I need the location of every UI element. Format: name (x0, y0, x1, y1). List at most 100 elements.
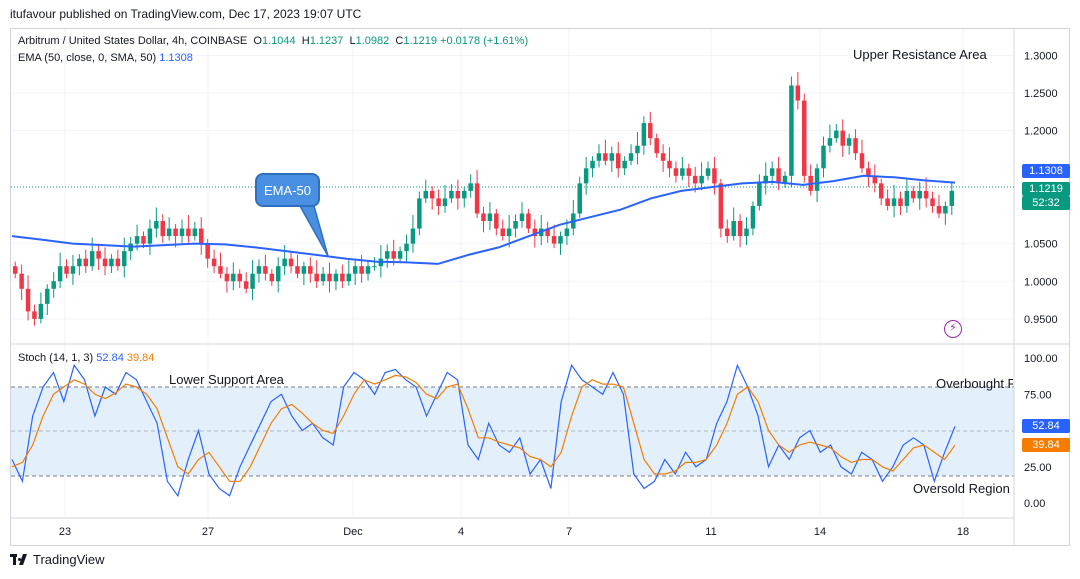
candle-body (635, 145, 640, 154)
candle-body (763, 175, 769, 184)
ema-50-line (11, 174, 956, 265)
candle-body (872, 175, 878, 184)
last-price-tag: 1.1219 (1022, 182, 1070, 196)
candle-body (211, 258, 217, 267)
candle-body (160, 221, 165, 237)
candle-body (134, 236, 140, 244)
candle-body (834, 130, 839, 139)
candle-body (288, 258, 294, 267)
time-tick-label: 4 (458, 526, 464, 538)
candle-body (455, 190, 461, 199)
stoch-tick-label: 75.00 (1024, 389, 1052, 401)
candle-body (231, 273, 236, 282)
chart-frame[interactable] (10, 28, 1070, 546)
legend-stoch-label: Stoch (14, 1, 3) (18, 352, 94, 364)
stoch-d-line (11, 374, 956, 482)
candle-body (776, 168, 781, 184)
candle-body (372, 266, 377, 268)
stoch-tick-label: 0.00 (1024, 498, 1045, 510)
candle-body (885, 198, 890, 206)
candle-body (911, 190, 916, 199)
price-axis: 1.3000 1.2500 1.2000 1.0500 1.0000 0.9500 100.… (1024, 50, 1058, 510)
ema-callout-pointer (298, 205, 329, 257)
candle-body (57, 266, 63, 282)
oversold-label: Oversold Region (913, 481, 1010, 496)
candle-body (577, 183, 582, 214)
tradingview-brand: TradingView (33, 552, 105, 567)
candle-body (859, 153, 865, 169)
candle-body (680, 168, 685, 176)
price-tick-label: 1.2500 (1024, 88, 1058, 100)
candle-body (417, 198, 422, 229)
candle-body (737, 221, 743, 237)
legend-stoch-row[interactable]: Stoch (14, 1, 3) 52.84 39.84 (18, 352, 154, 364)
candle-body (628, 153, 634, 161)
legend-change: +0.0178 (+1.61%) (440, 35, 529, 47)
candle-body (429, 190, 435, 199)
candle-body (782, 175, 788, 184)
candle-body (603, 153, 608, 161)
legend-ema-value: 1.1308 (159, 52, 193, 64)
candle-body (821, 145, 826, 169)
candle-body (45, 288, 50, 304)
candle-body (943, 205, 948, 214)
candle-body (346, 273, 352, 282)
candle-body (564, 228, 570, 237)
candle-body (660, 153, 666, 161)
candle-body (314, 273, 319, 282)
candle-body (449, 190, 454, 199)
legend-high: H1.1237 (301, 35, 344, 47)
tradingview-logo[interactable]: TradingView (10, 552, 105, 567)
candle-body (147, 228, 153, 244)
candle-body (590, 160, 595, 169)
candle-body (545, 228, 550, 237)
time-tick-label: 11 (705, 526, 716, 538)
candle-body (904, 190, 910, 206)
candle-body (789, 85, 794, 176)
candle-body (263, 266, 268, 274)
candle-body (320, 273, 326, 282)
candle-body (391, 251, 396, 259)
candle-body (365, 266, 371, 274)
candle-body (442, 198, 448, 206)
candle-body (917, 190, 922, 199)
candle-body (243, 281, 249, 289)
candle-body (237, 273, 242, 282)
candle-body (526, 213, 531, 229)
candle-body (295, 266, 300, 274)
candle-body (622, 160, 627, 169)
candle-body (487, 213, 493, 222)
candle-body (596, 153, 602, 161)
candle-body (340, 273, 345, 282)
candle-body (275, 266, 281, 282)
candle-body (96, 251, 101, 259)
candle-body (827, 138, 833, 146)
candle-body (77, 258, 82, 267)
candle-body (583, 168, 589, 184)
candle-body (352, 266, 358, 274)
candle-body (192, 228, 198, 237)
candle-body (468, 183, 473, 191)
publisher-line: itufavour published on TradingView.com, … (10, 7, 362, 21)
candle-body (179, 228, 185, 237)
candle-body (333, 273, 339, 282)
legend-ema-row[interactable]: EMA (50, close, 0, SMA, 50) 1.1308 (18, 52, 193, 64)
candle-body (506, 228, 512, 237)
price-tick-label: 1.2000 (1024, 126, 1058, 138)
time-tick-label: 27 (202, 526, 214, 538)
price-tick-label: 1.3000 (1024, 50, 1058, 62)
time-tick-label: 14 (814, 526, 826, 538)
candle-body (102, 258, 108, 267)
legend-symbol-row[interactable]: Arbitrum / United States Dollar, 4h, COI… (18, 35, 528, 47)
candle-body (686, 168, 692, 176)
candle-body (673, 168, 679, 176)
candle-body (64, 266, 69, 274)
candle-body (173, 228, 178, 237)
candle-body (109, 258, 114, 267)
candle-body (397, 251, 403, 259)
candle-body (744, 228, 749, 237)
candle-body (936, 205, 942, 214)
candle-body (667, 160, 672, 169)
flash-icon[interactable]: ⚡ (944, 320, 962, 338)
